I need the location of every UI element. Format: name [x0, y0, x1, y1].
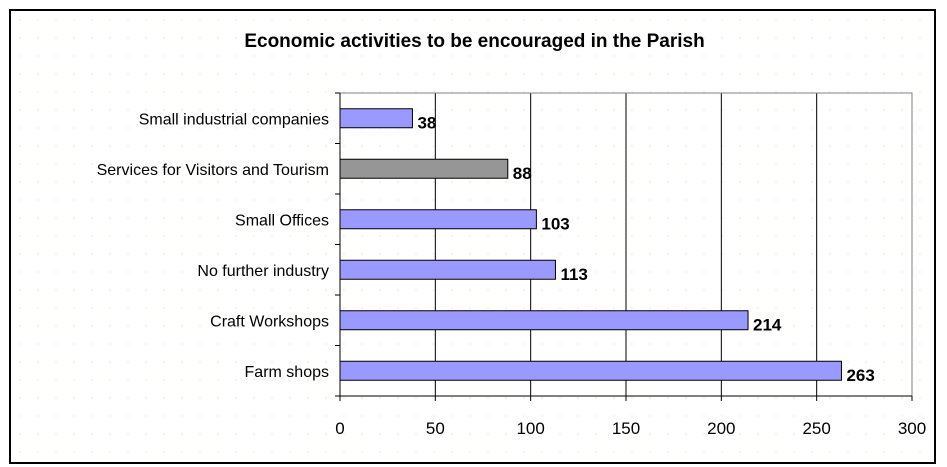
data-label: 103: [541, 214, 569, 233]
data-label: 88: [513, 164, 532, 183]
x-tick-label: 0: [335, 419, 344, 438]
data-label: 38: [417, 113, 436, 132]
category-label: Small Offices: [235, 212, 329, 229]
bar: [339, 108, 413, 129]
category-label: Craft Workshops: [210, 313, 329, 330]
x-tick-label: 150: [612, 419, 640, 438]
x-tick-label: 50: [426, 419, 445, 438]
x-tick-label: 100: [516, 419, 544, 438]
category-label: Farm shops: [245, 364, 329, 381]
chart-frame: Economic activities to be encouraged in …: [9, 9, 936, 464]
category-label: Services for Visitors and Tourism: [97, 162, 329, 179]
bar: [339, 158, 509, 179]
x-tick-label: 200: [707, 419, 735, 438]
x-tick-label: 300: [898, 419, 926, 438]
data-label: 214: [753, 315, 782, 334]
category-label: No further industry: [197, 263, 329, 280]
bar: [339, 259, 556, 280]
data-label: 263: [846, 366, 874, 385]
chart-title: Economic activities to be encouraged in …: [244, 31, 705, 52]
bar: [339, 209, 537, 230]
data-label: 113: [560, 265, 587, 284]
x-tick-label: 250: [802, 419, 830, 438]
category-label: Small industrial companies: [139, 111, 329, 128]
bar: [339, 360, 842, 381]
bar: [339, 310, 749, 331]
